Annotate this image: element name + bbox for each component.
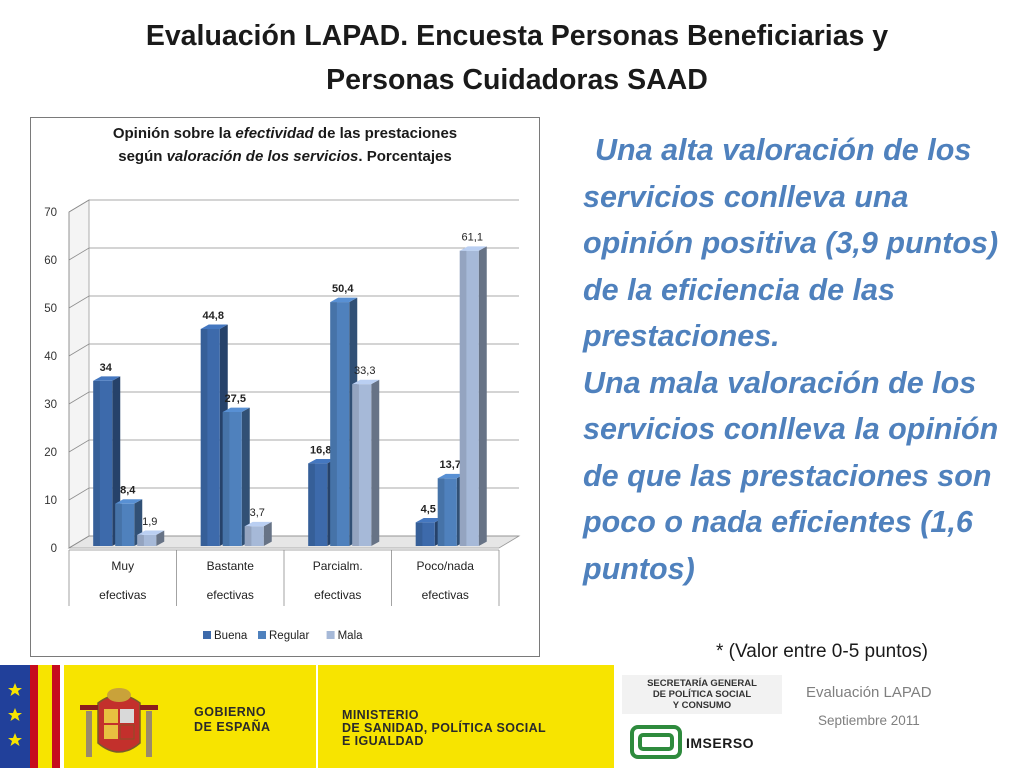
data-label: 33,3 <box>354 365 375 377</box>
footer-date-label: Septiembre 2011 <box>818 713 920 728</box>
bar-shade <box>222 412 230 546</box>
footnote: * (Valor entre 0-5 puntos) <box>716 641 928 662</box>
data-label: 4,5 <box>421 503 436 515</box>
data-label: 44,8 <box>203 310 224 322</box>
chart-side-wall <box>68 199 90 549</box>
legend-label: Mala <box>338 630 364 642</box>
y-tick-label: 70 <box>44 207 57 219</box>
data-label: 61,1 <box>462 232 483 244</box>
legend-swatch <box>258 631 266 639</box>
star-icon <box>8 708 22 721</box>
bar-side <box>371 379 380 546</box>
gridline <box>68 391 519 405</box>
bar-top <box>137 530 165 535</box>
gobierno-text: GOBIERNO DE ESPAÑA <box>194 705 271 734</box>
side-text-para1: Una alta valoración de los servicios con… <box>583 133 999 353</box>
y-tick-label: 40 <box>44 351 57 363</box>
category-label: efectivas <box>422 588 469 602</box>
side-text: Una alta valoración de los servicios con… <box>583 127 1023 592</box>
data-label: 8,4 <box>120 485 136 497</box>
category-label: efectivas <box>314 588 361 602</box>
bar-side <box>156 530 165 546</box>
bar-shade <box>200 328 208 546</box>
chart-title: Opinión sobre la efectividad de las pres… <box>112 125 458 165</box>
secretaria-text: SECRETARÍA GENERAL DE POLÍTICA SOCIAL Y … <box>622 675 782 714</box>
legend-swatch <box>326 631 335 639</box>
y-tick-label: 0 <box>51 543 57 555</box>
category-label: Poco/nada <box>417 559 475 573</box>
data-label: 34 <box>100 362 113 374</box>
bar <box>137 534 157 546</box>
legend-label: Buena <box>214 630 248 642</box>
coat-of-arms-icon <box>80 688 158 757</box>
bar-top <box>352 379 380 385</box>
bar-shade <box>115 503 122 546</box>
gridline <box>68 199 519 213</box>
slide-title-line1: Evaluación LAPAD. Encuesta Personas Bene… <box>145 20 889 52</box>
chart-frame: Opinión sobre la efectividad de las pres… <box>30 117 540 657</box>
chart-plot: 0 10 20 30 40 50 60 70 34 8,4 1,9 44,8 27,5 3,7 16,8 50… <box>44 199 521 642</box>
data-label: 1,9 <box>142 516 157 528</box>
bar-shade <box>93 380 100 546</box>
y-tick-label: 20 <box>44 447 57 459</box>
side-text-para2: Una mala valoración de los servicios con… <box>583 365 999 586</box>
bar-top <box>437 473 465 479</box>
bar-shade <box>137 534 144 546</box>
bar-top <box>459 246 487 251</box>
bar-top <box>330 297 358 303</box>
star-icon <box>8 733 22 746</box>
category-label: efectivas <box>207 588 254 602</box>
y-tick-label: 10 <box>44 495 57 507</box>
bar-top <box>222 407 250 412</box>
legend-label: Regular <box>269 630 309 642</box>
bar-side <box>241 407 250 546</box>
ministerio-logo: MINISTERIO DE SANIDAD, POLÍTICA SOCIAL E… <box>318 665 614 768</box>
star-icon <box>8 683 22 696</box>
y-tick-label: 50 <box>44 303 57 315</box>
slide-title: Evaluación LAPAD. Encuesta Personas Bene… <box>60 14 974 102</box>
gobierno-logo: GOBIERNO DE ESPAÑA <box>64 665 316 768</box>
bar-top <box>415 518 443 523</box>
y-tick-label: 30 <box>44 399 57 411</box>
slide-title-line2: Personas Cuidadoras SAAD <box>326 64 708 96</box>
footer-eval-label: Evaluación LAPAD <box>806 684 932 701</box>
bar-shade <box>308 463 315 546</box>
y-tick-label: 60 <box>44 255 57 267</box>
bar-shade <box>459 250 467 546</box>
bar-side <box>263 521 272 546</box>
data-label: 27,5 <box>225 393 246 405</box>
bar-top <box>93 376 121 381</box>
category-label: Muy <box>111 559 134 573</box>
bar-shade <box>330 302 337 546</box>
data-label: 13,7 <box>440 459 461 471</box>
gridline <box>68 247 519 261</box>
bar-top <box>115 499 143 504</box>
secretaria-imserso-logo: SECRETARÍA GENERAL DE POLÍTICA SOCIAL Y … <box>616 665 788 768</box>
bar-shade <box>415 522 423 546</box>
bar-side <box>478 246 487 546</box>
flag-emblem <box>0 665 60 768</box>
bar-shade <box>437 478 445 546</box>
data-label: 50,4 <box>332 283 354 295</box>
imserso-logo-icon <box>630 725 682 759</box>
gridline <box>68 343 519 357</box>
imserso-text: IMSERSO <box>686 735 755 751</box>
category-label: Parcialm. <box>313 559 363 573</box>
legend-swatch <box>203 631 211 639</box>
bar-top <box>308 458 336 464</box>
bar-shade <box>244 526 252 546</box>
ministerio-text: MINISTERIO DE SANIDAD, POLÍTICA SOCIAL E… <box>342 708 547 748</box>
category-label: Bastante <box>207 559 255 573</box>
data-label: 3,7 <box>250 507 265 519</box>
data-label: 16,8 <box>310 444 331 456</box>
gridline <box>68 439 519 453</box>
category-label: efectivas <box>99 588 146 602</box>
bar-top <box>244 521 272 527</box>
bar-shade <box>352 384 359 546</box>
gridline <box>68 295 519 309</box>
bar-top <box>200 324 228 329</box>
